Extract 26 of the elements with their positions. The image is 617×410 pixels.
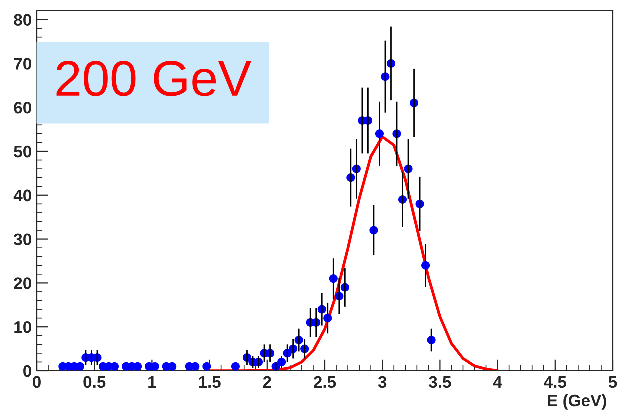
x-tick-label: 1.5 xyxy=(199,376,221,388)
y-tick-label: 10 xyxy=(14,322,32,334)
point xyxy=(134,362,142,371)
x-tick-label: 4 xyxy=(493,376,502,388)
y-tick-label: 60 xyxy=(14,102,32,114)
y-tick-label: 50 xyxy=(14,146,32,158)
x-tick-label: 3.5 xyxy=(429,376,452,388)
x-tick-label: 4.5 xyxy=(544,376,567,388)
y-tick-label: 70 xyxy=(14,58,32,70)
y-tick-label: 80 xyxy=(14,14,32,26)
y-tick-label: 0 xyxy=(24,365,32,378)
x-tick-label: 0 xyxy=(33,376,41,388)
x-tick-label: 5 xyxy=(608,376,617,388)
point xyxy=(231,362,240,371)
x-tick-label: 2 xyxy=(263,376,272,388)
point xyxy=(168,362,177,371)
annotation: 200 GeV xyxy=(56,61,252,96)
x-axis-title: E (GeV) xyxy=(548,394,606,410)
x-tick-label: 3 xyxy=(378,376,387,388)
y-tick-label: 40 xyxy=(14,190,32,202)
y-tick-label: 20 xyxy=(14,278,32,290)
x-tick-label: 1 xyxy=(148,376,156,388)
point xyxy=(202,362,212,371)
x-tick-label: 2.5 xyxy=(314,376,336,388)
y-tick-label: 30 xyxy=(14,234,32,246)
x-tick-label: 0.5 xyxy=(84,376,106,388)
